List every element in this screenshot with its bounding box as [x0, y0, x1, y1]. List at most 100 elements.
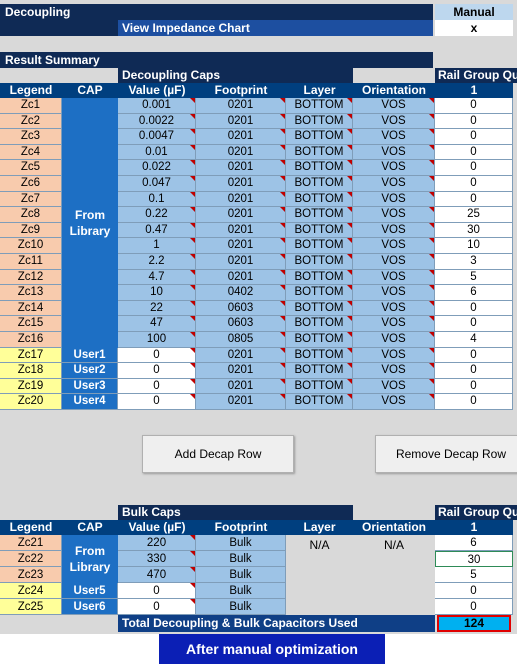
quantity-cell[interactable]: 0 — [435, 316, 513, 332]
orientation-cell[interactable]: VOS — [353, 238, 435, 254]
orientation-cell[interactable]: VOS — [353, 316, 435, 332]
layer-cell[interactable]: BOTTOM — [286, 113, 353, 130]
quantity-cell[interactable]: 0 — [435, 160, 513, 176]
layer-cell[interactable]: BOTTOM — [286, 394, 353, 410]
footprint-cell[interactable]: 0201 — [196, 347, 286, 364]
cap-value-cell[interactable]: 0 — [118, 583, 196, 599]
layer-cell[interactable]: BOTTOM — [286, 238, 353, 254]
cap-value-cell[interactable]: 0.1 — [118, 191, 196, 208]
quantity-cell[interactable]: 6 — [435, 285, 513, 301]
orientation-cell[interactable]: VOS — [353, 144, 435, 161]
orientation-cell[interactable]: VOS — [353, 207, 435, 223]
cap-value-cell[interactable]: 10 — [118, 285, 196, 301]
quantity-cell[interactable]: 5 — [435, 269, 513, 286]
quantity-cell[interactable]: 4 — [435, 332, 513, 348]
quantity-cell[interactable]: 0 — [435, 98, 513, 114]
orientation-cell[interactable]: VOS — [353, 176, 435, 192]
cap-value-cell[interactable]: 0.0047 — [118, 129, 196, 145]
layer-cell[interactable]: BOTTOM — [286, 300, 353, 317]
orientation-cell[interactable]: VOS — [353, 378, 435, 395]
cap-value-cell[interactable]: 0 — [118, 347, 196, 364]
quantity-cell[interactable]: 6 — [435, 535, 513, 551]
footprint-cell[interactable]: 0201 — [196, 176, 286, 192]
cap-value-cell[interactable]: 4.7 — [118, 269, 196, 286]
cap-value-cell[interactable]: 100 — [118, 332, 196, 348]
layer-cell[interactable]: BOTTOM — [286, 191, 353, 208]
orientation-cell[interactable]: VOS — [353, 332, 435, 348]
orientation-cell[interactable]: VOS — [353, 394, 435, 410]
quantity-cell[interactable]: 30 — [435, 551, 513, 567]
view-chart-toggle[interactable]: x — [435, 20, 513, 36]
quantity-cell[interactable]: 3 — [435, 254, 513, 270]
quantity-cell[interactable]: 0 — [435, 363, 513, 379]
layer-cell[interactable]: BOTTOM — [286, 207, 353, 223]
cap-value-cell[interactable]: 0 — [118, 363, 196, 379]
cap-value-cell[interactable]: 0 — [118, 378, 196, 395]
cap-value-cell[interactable]: 2.2 — [118, 254, 196, 270]
footprint-cell[interactable]: 0201 — [196, 269, 286, 286]
quantity-cell[interactable]: 0 — [435, 144, 513, 161]
layer-cell[interactable]: BOTTOM — [286, 316, 353, 332]
layer-cell[interactable]: BOTTOM — [286, 332, 353, 348]
quantity-cell[interactable]: 0 — [435, 394, 513, 410]
footprint-cell[interactable]: 0603 — [196, 316, 286, 332]
footprint-cell[interactable]: 0201 — [196, 222, 286, 239]
layer-cell[interactable]: BOTTOM — [286, 98, 353, 114]
footprint-cell[interactable]: 0201 — [196, 113, 286, 130]
orientation-cell[interactable]: VOS — [353, 98, 435, 114]
layer-cell[interactable]: BOTTOM — [286, 222, 353, 239]
cap-value-cell[interactable]: 0.047 — [118, 176, 196, 192]
quantity-cell[interactable]: 25 — [435, 207, 513, 223]
cap-value-cell[interactable]: 1 — [118, 238, 196, 254]
footprint-cell[interactable]: 0201 — [196, 144, 286, 161]
view-impedance-chart-button[interactable]: View Impedance Chart — [118, 20, 433, 36]
layer-cell[interactable]: BOTTOM — [286, 285, 353, 301]
layer-cell[interactable]: BOTTOM — [286, 378, 353, 395]
quantity-cell[interactable]: 0 — [435, 583, 513, 599]
quantity-cell[interactable]: 10 — [435, 238, 513, 254]
orientation-cell[interactable]: VOS — [353, 129, 435, 145]
cap-value-cell[interactable]: 47 — [118, 316, 196, 332]
layer-cell[interactable]: BOTTOM — [286, 347, 353, 364]
layer-cell[interactable]: BOTTOM — [286, 269, 353, 286]
orientation-cell[interactable]: VOS — [353, 285, 435, 301]
quantity-cell[interactable]: 0 — [435, 191, 513, 208]
cap-value-cell[interactable]: 330 — [118, 551, 196, 567]
layer-cell[interactable]: BOTTOM — [286, 254, 353, 270]
cap-value-cell[interactable]: 470 — [118, 567, 196, 583]
orientation-cell[interactable]: VOS — [353, 363, 435, 379]
footprint-cell[interactable]: 0201 — [196, 363, 286, 379]
layer-cell[interactable]: BOTTOM — [286, 144, 353, 161]
cap-value-cell[interactable]: 0.0022 — [118, 113, 196, 130]
orientation-cell[interactable]: VOS — [353, 269, 435, 286]
orientation-cell[interactable]: VOS — [353, 254, 435, 270]
footprint-cell[interactable]: 0201 — [196, 254, 286, 270]
cap-value-cell[interactable]: 220 — [118, 535, 196, 551]
footprint-cell[interactable]: 0201 — [196, 129, 286, 145]
cap-value-cell[interactable]: 22 — [118, 300, 196, 317]
quantity-cell[interactable]: 0 — [435, 113, 513, 130]
layer-cell[interactable]: BOTTOM — [286, 363, 353, 379]
orientation-cell[interactable]: VOS — [353, 113, 435, 130]
cap-value-cell[interactable]: 0 — [118, 394, 196, 410]
cap-value-cell[interactable]: 0.01 — [118, 144, 196, 161]
remove-decap-row-button[interactable]: Remove Decap Row — [375, 435, 517, 473]
footprint-cell[interactable]: 0201 — [196, 160, 286, 176]
orientation-cell[interactable]: VOS — [353, 160, 435, 176]
quantity-cell[interactable]: 0 — [435, 129, 513, 145]
footprint-cell[interactable]: 0805 — [196, 332, 286, 348]
footprint-cell[interactable]: 0402 — [196, 285, 286, 301]
orientation-cell[interactable]: VOS — [353, 347, 435, 364]
cap-value-cell[interactable]: 0.022 — [118, 160, 196, 176]
quantity-cell[interactable]: 5 — [435, 567, 513, 583]
footprint-cell[interactable]: 0201 — [196, 98, 286, 114]
footprint-cell[interactable]: 0201 — [196, 191, 286, 208]
cap-value-cell[interactable]: 0.47 — [118, 222, 196, 239]
quantity-cell[interactable]: 0 — [435, 378, 513, 395]
orientation-cell[interactable]: VOS — [353, 300, 435, 317]
layer-cell[interactable]: BOTTOM — [286, 160, 353, 176]
footprint-cell[interactable]: 0201 — [196, 394, 286, 410]
quantity-cell[interactable]: 30 — [435, 222, 513, 239]
add-decap-row-button[interactable]: Add Decap Row — [142, 435, 294, 473]
layer-cell[interactable]: BOTTOM — [286, 129, 353, 145]
